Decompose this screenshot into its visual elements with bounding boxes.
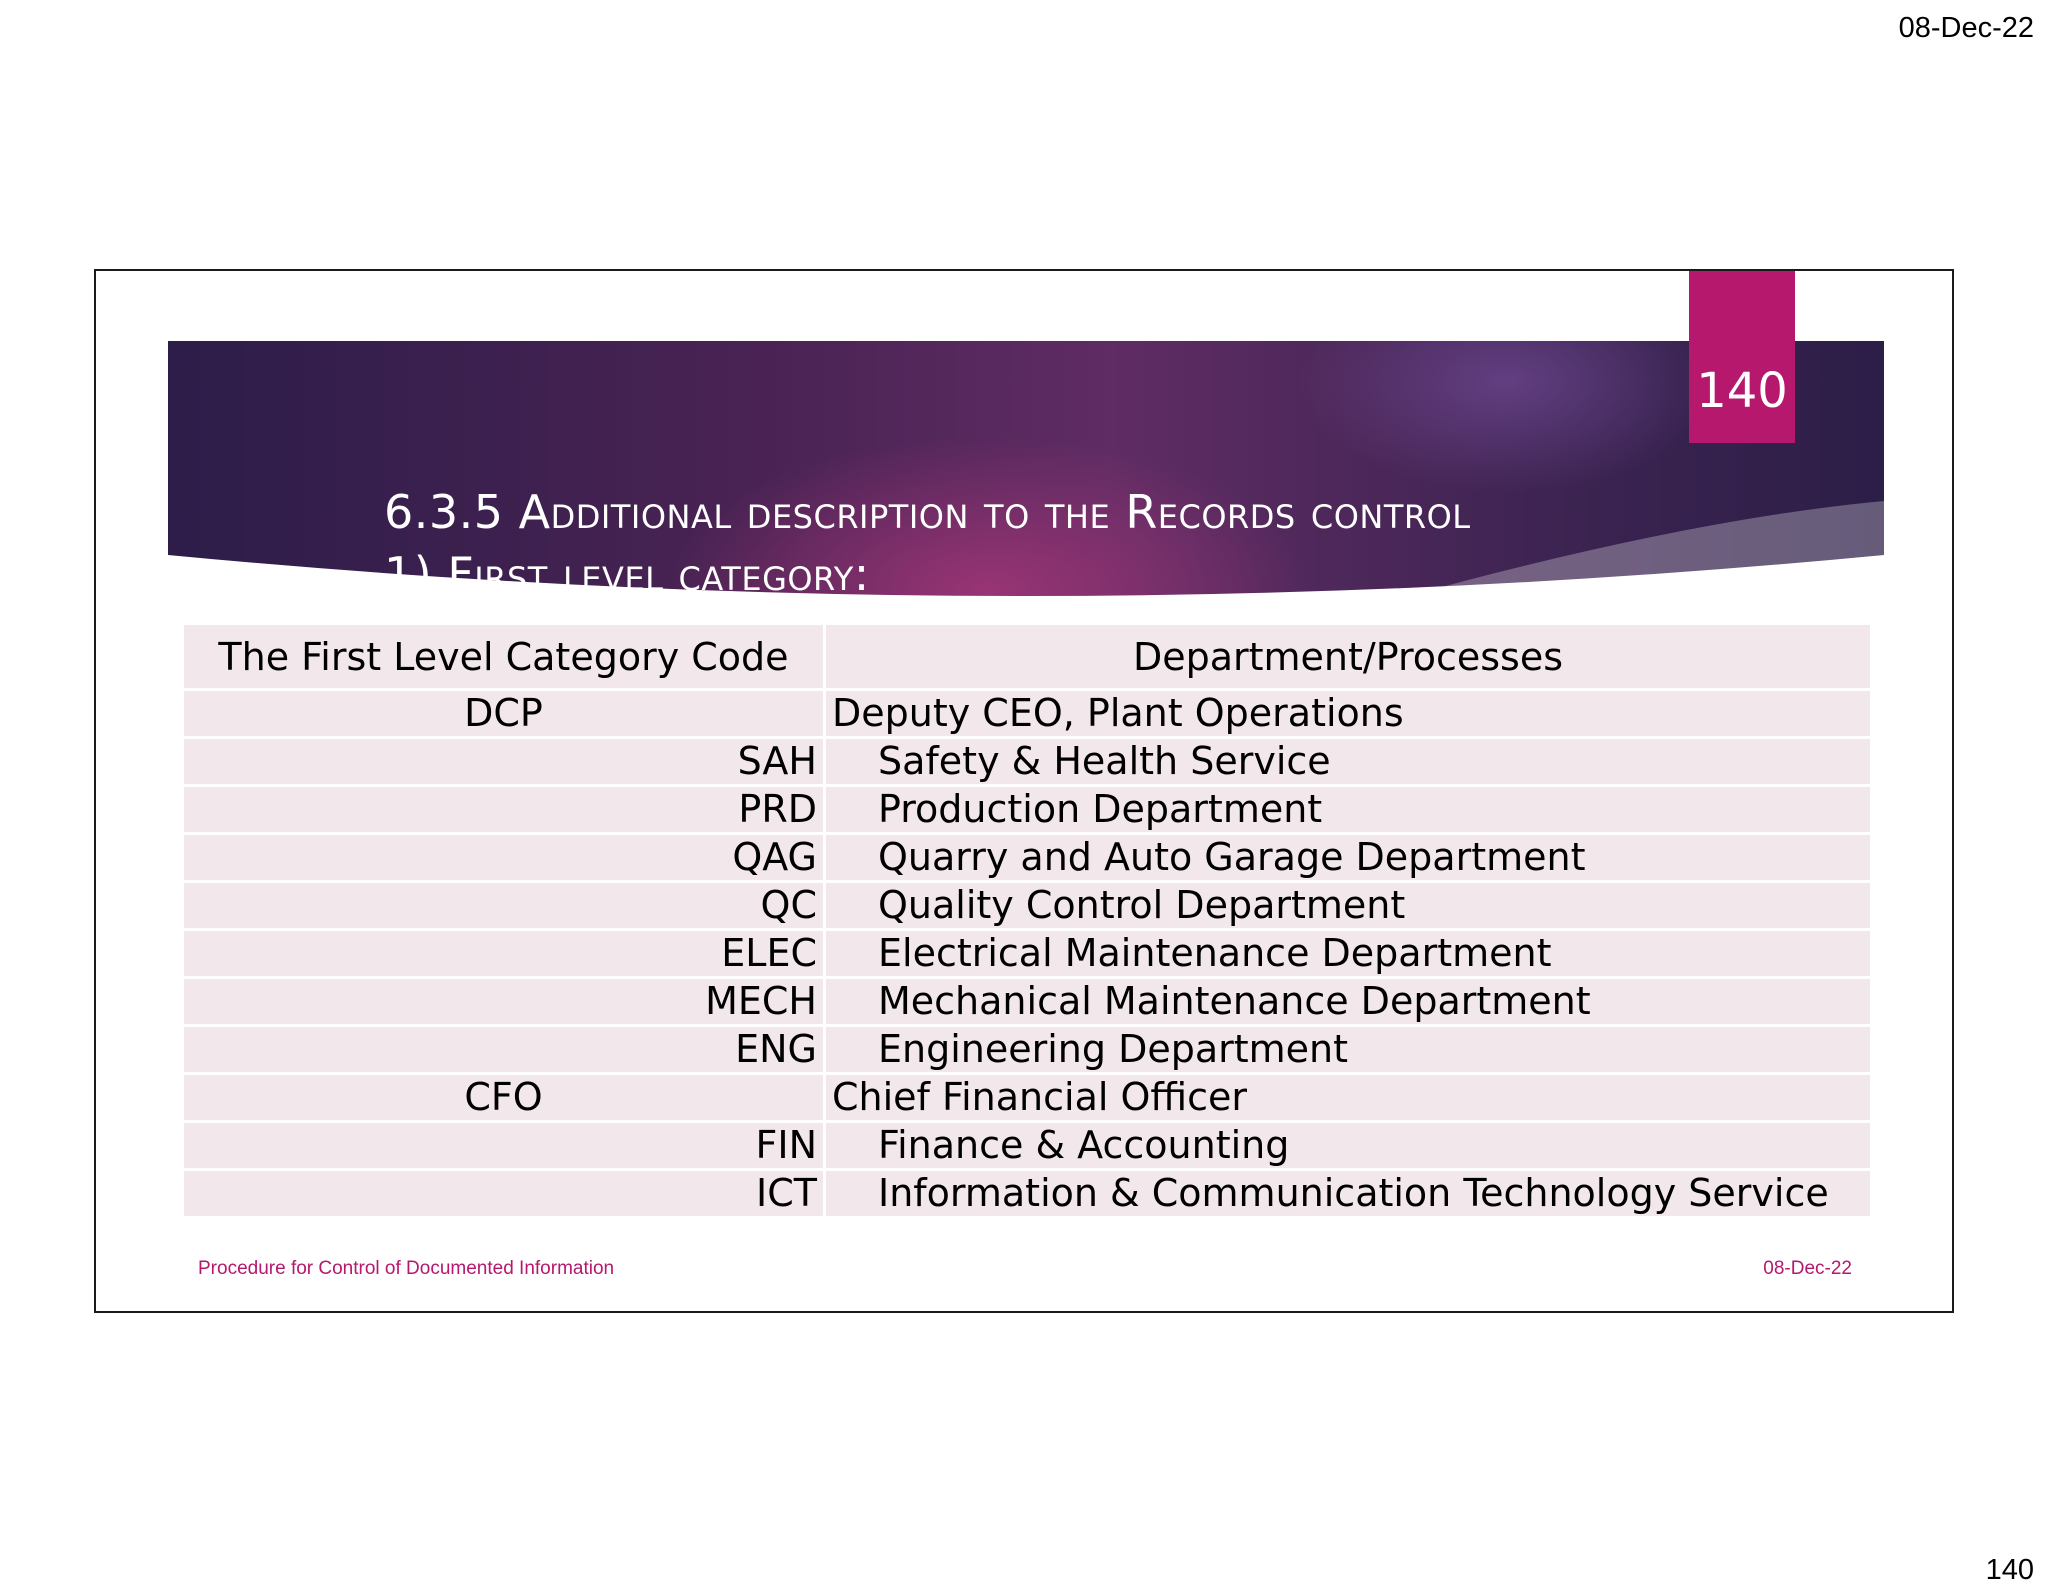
slide-number-badge: 140 bbox=[1689, 271, 1795, 443]
code-cell: PRD bbox=[181, 784, 826, 835]
table-row: PRD Production Department bbox=[181, 784, 1873, 835]
code-cell: ELEC bbox=[181, 928, 826, 979]
slide-title: 6.3.5 Additional description to the Reco… bbox=[384, 481, 1471, 605]
table-header-row: The First Level Category Code Department… bbox=[181, 622, 1873, 691]
department-cell: Mechanical Maintenance Department bbox=[823, 976, 1873, 1027]
category-code-table: The First Level Category Code Department… bbox=[181, 622, 1873, 1219]
code-cell: MECH bbox=[181, 976, 826, 1027]
department-cell: Electrical Maintenance Department bbox=[823, 928, 1873, 979]
department-cell: Production Department bbox=[823, 784, 1873, 835]
code-cell: QC bbox=[181, 880, 826, 931]
table-row: CFO Chief Financial Officer bbox=[181, 1072, 1873, 1123]
code-cell: ENG bbox=[181, 1024, 826, 1075]
table-row: MECH Mechanical Maintenance Department bbox=[181, 976, 1873, 1027]
table-row: ICT Information & Communication Technolo… bbox=[181, 1168, 1873, 1219]
table-row: QC Quality Control Department bbox=[181, 880, 1873, 931]
department-cell: Quality Control Department bbox=[823, 880, 1873, 931]
department-cell: Deputy CEO, Plant Operations bbox=[823, 688, 1873, 739]
page-date: 08-Dec-22 bbox=[1898, 12, 2034, 44]
slide-footer-date: 08-Dec-22 bbox=[1763, 1258, 1852, 1279]
header-department: Department/Processes bbox=[823, 622, 1873, 691]
table-row: DCP Deputy CEO, Plant Operations bbox=[181, 688, 1873, 739]
department-cell: Chief Financial Officer bbox=[823, 1072, 1873, 1123]
title-line-2: 1) First level category: bbox=[384, 547, 870, 601]
code-cell: CFO bbox=[181, 1072, 826, 1123]
code-cell: FIN bbox=[181, 1120, 826, 1171]
department-cell: Finance & Accounting bbox=[823, 1120, 1873, 1171]
title-line-1: 6.3.5 Additional description to the Reco… bbox=[384, 485, 1471, 539]
table-row: QAG Quarry and Auto Garage Department bbox=[181, 832, 1873, 883]
table-row: FIN Finance & Accounting bbox=[181, 1120, 1873, 1171]
slide: 6.3.5 Additional description to the Reco… bbox=[94, 269, 1954, 1313]
code-cell: QAG bbox=[181, 832, 826, 883]
header-code: The First Level Category Code bbox=[181, 622, 826, 691]
table-row: ELEC Electrical Maintenance Department bbox=[181, 928, 1873, 979]
department-cell: Safety & Health Service bbox=[823, 736, 1873, 787]
department-cell: Information & Communication Technology S… bbox=[823, 1168, 1873, 1219]
department-cell: Quarry and Auto Garage Department bbox=[823, 832, 1873, 883]
code-cell: SAH bbox=[181, 736, 826, 787]
table-row: SAH Safety & Health Service bbox=[181, 736, 1873, 787]
code-cell: ICT bbox=[181, 1168, 826, 1219]
code-cell: DCP bbox=[181, 688, 826, 739]
slide-footer-title: Procedure for Control of Documented Info… bbox=[198, 1258, 615, 1279]
title-banner: 6.3.5 Additional description to the Reco… bbox=[168, 341, 1884, 613]
table-row: ENG Engineering Department bbox=[181, 1024, 1873, 1075]
banner-curve bbox=[168, 501, 1884, 613]
department-cell: Engineering Department bbox=[823, 1024, 1873, 1075]
page-number: 140 bbox=[1985, 1554, 2034, 1586]
